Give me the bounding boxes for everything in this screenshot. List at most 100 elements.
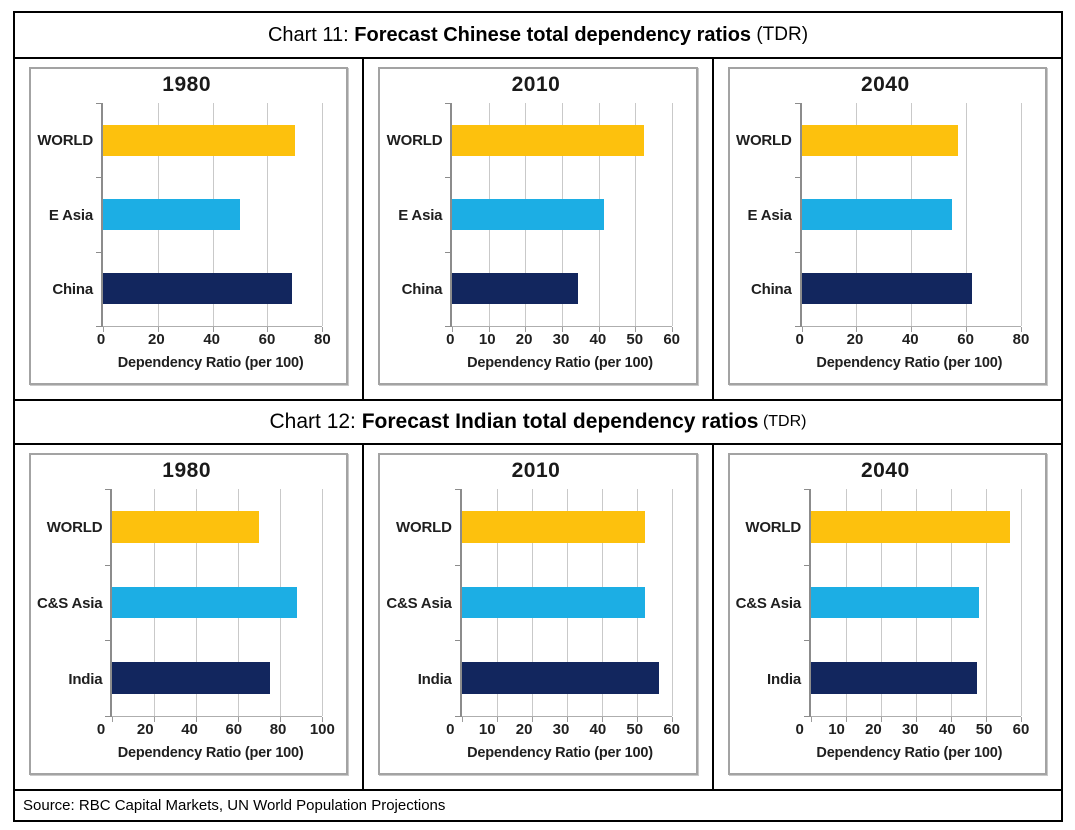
x-axis-label-spacer [386,745,434,765]
x-tick-mark [811,717,813,722]
gridline [322,103,324,326]
x-tick-label: 60 [1012,721,1030,738]
chart-cell-2010: 2010 WORLD E Asia China 0 10 20 30 40 50 60 Depende… [364,59,714,399]
category-label-india: India [68,670,103,688]
x-axis-spacer [386,719,450,745]
category-label-world: WORLD [396,518,452,536]
chart11-title-prefix: Chart 11: [267,23,355,46]
x-axis-label-row: Dependency Ratio (per 100) [386,745,685,765]
category-label-world: WORLD [745,518,802,536]
x-axis-label-spacer [37,745,85,765]
x-tick-mark [881,717,882,722]
x-tick-mark [911,327,913,332]
bar-china [103,273,293,305]
bar-china [801,273,972,305]
y-tick-mark [445,103,453,104]
x-tick-label: 40 [589,721,607,738]
category-label-world: WORLD [37,131,93,149]
x-tick-mark [103,327,104,332]
x-axis-tick-area: 0 10 20 30 40 50 60 [446,329,680,355]
x-tick-mark [671,717,673,722]
bar-c-s-asia [811,586,979,619]
category-label-c-s-asia: C&S Asia [386,594,452,612]
x-tick-label: 40 [901,331,919,348]
x-tick-label: 20 [136,721,154,738]
bar-world [103,124,295,156]
x-tick-label: 30 [552,331,570,348]
chart11-panels-row: 1980 WORLD E Asia China 0 20 40 60 80 Dependency … [15,59,1061,401]
chart11-title-main: Forecast Chinese total dependency ratios [354,23,752,46]
x-axis-tick-area: 0 10 20 30 40 50 60 [446,719,680,745]
x-axis-tick-area: 0 10 20 30 40 50 60 [795,719,1029,745]
x-tick-label: 10 [478,331,496,348]
x-tick-mark [601,717,603,722]
x-tick-label: 0 [96,331,106,348]
x-tick-label: 30 [552,721,570,738]
bar-india [461,662,660,695]
x-tick-label: 60 [957,331,974,348]
x-tick-mark [196,717,198,722]
y-tick-mark [105,716,113,717]
x-tick-label: 20 [515,721,533,738]
gridline [322,489,324,716]
x-tick-label: 40 [203,331,220,348]
x-tick-label: 20 [865,721,882,738]
x-tick-mark [566,717,568,722]
x-axis-ticks: 0 10 20 30 40 50 60 [386,719,685,745]
plot-wrap: WORLD E Asia China [386,103,685,332]
plot-area [804,489,1022,722]
x-tick-mark [461,717,463,722]
category-label-china: China [750,281,792,299]
x-tick-label: 60 [225,721,243,738]
y-tick-mark [96,251,103,253]
x-tick-label: 50 [975,721,993,738]
y-tick-mark [804,489,812,490]
x-axis-label-row: Dependency Ratio (per 100) [736,355,1035,375]
x-tick-mark [238,717,240,722]
chart-panel: 2040 WORLD E Asia China 0 20 40 60 80 Dependency … [727,67,1047,385]
x-tick-label: 60 [663,331,680,348]
y-tick-mark [454,489,462,490]
category-labels: WORLD E Asia China [386,103,450,327]
plot-wrap: WORLD E Asia China [736,103,1035,332]
category-label-c-s-asia: C&S Asia [735,594,802,612]
year-title: 2010 [511,73,561,96]
x-tick-mark [488,327,490,332]
x-tick-mark [801,327,803,332]
gridline [635,103,637,326]
category-labels: WORLD C&S Asia India [736,489,809,717]
gridline [671,489,673,716]
chart-cell-1980: 1980 WORLD C&S Asia India 0 20 40 60 80 100 Depend… [15,445,365,789]
x-tick-mark [966,327,968,332]
y-tick-mark [105,489,113,490]
x-tick-mark [280,717,282,722]
x-tick-mark [322,327,324,332]
y-tick-mark [445,326,453,327]
x-tick-mark [157,327,159,332]
x-axis-label: Dependency Ratio (per 100) [117,745,304,761]
x-tick-mark [267,327,269,332]
category-labels: WORLD E Asia China [736,103,800,327]
gridline [1020,103,1022,326]
dependency-ratio-figure: Chart 11: Forecast Chinese total depende… [13,11,1063,822]
year-title: 1980 [162,73,212,96]
x-tick-mark [1020,327,1022,332]
x-axis-label-spacer [386,355,434,375]
category-label-china: China [401,281,443,299]
y-tick-mark [804,564,812,566]
x-tick-mark [950,717,952,722]
chart12-title-prefix: Chart 12: [269,410,362,433]
gridline [267,103,269,326]
bar-world [461,510,646,543]
x-axis-spacer [37,329,101,355]
chart-cell-1980: 1980 WORLD E Asia China 0 20 40 60 80 Dependency … [15,59,365,399]
plot-wrap: WORLD C&S Asia India [736,489,1035,722]
plot-area [105,489,324,722]
chart-panel: 2010 WORLD C&S Asia India 0 10 20 30 40 50 60 Depen… [378,453,698,775]
x-axis-ticks: 0 20 40 60 80 100 [37,719,336,745]
category-labels: WORLD C&S Asia India [37,489,110,717]
x-tick-label: 60 [663,721,680,738]
x-axis-label: Dependency Ratio (per 100) [117,355,304,371]
x-tick-mark [561,327,563,332]
y-tick-mark [96,326,103,327]
